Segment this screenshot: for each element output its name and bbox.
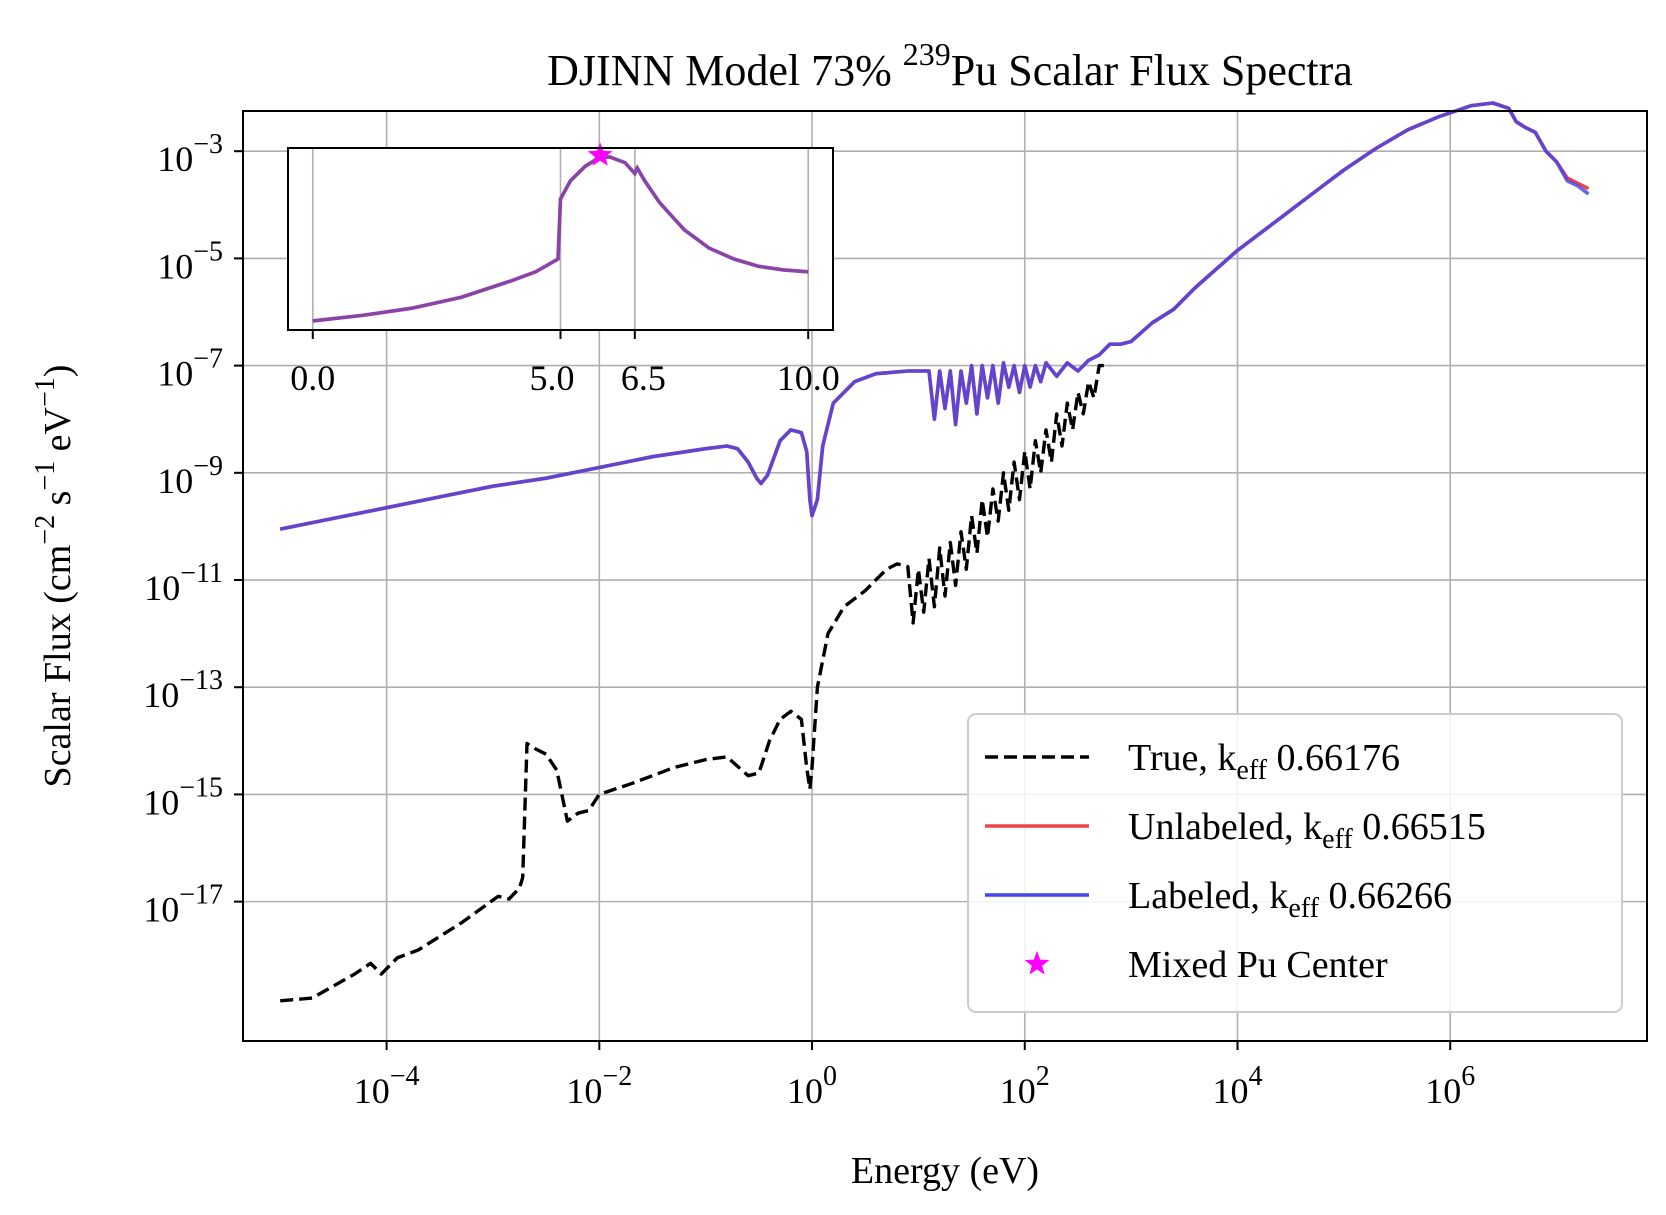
legend-label: True, keff 0.66176: [1128, 737, 1400, 786]
inset-plot: 0.0 5.0 6.5 10.0: [287, 142, 840, 398]
inset-ticks: 0.0 5.0 6.5 10.0: [290, 330, 840, 398]
y-tick-label: 10−9: [157, 451, 223, 501]
legend: True, keff 0.66176 Unlabeled, keff 0.6651…: [967, 713, 1623, 1013]
chart-title: DJINN Model 73% 239Pu Scalar Flux Spectr…: [547, 36, 1353, 95]
x-tick-label: 102: [1000, 1061, 1050, 1111]
x-tick-label: 100: [787, 1061, 837, 1111]
mixed-pu-center-star: [587, 142, 613, 166]
legend-label: Labeled, keff 0.66266: [1128, 875, 1452, 924]
legend-box: [967, 713, 1623, 1013]
x-axis-label: Energy (eV): [851, 1150, 1039, 1192]
inset-tick-label: 6.5: [621, 358, 666, 398]
x-tick-label: 106: [1425, 1061, 1475, 1111]
y-tick-label: 10−17: [143, 880, 223, 930]
series-line-true: [280, 363, 1110, 1003]
inset-series-group: [312, 142, 809, 323]
y-tick-label: 10−7: [157, 344, 223, 394]
main-ticks: 10−4 10−2 100 102 104 106 10−3 10−5 10−7 10−9 10−1…: [143, 129, 1475, 1111]
inset-tick-label: 0.0: [290, 358, 335, 398]
main-series-group: [279, 101, 1590, 1003]
main-plot-frame: [242, 110, 1648, 1042]
y-tick-label: 10−11: [144, 558, 223, 608]
legend-marker-star: [1024, 951, 1050, 975]
x-tick-label: 10−4: [354, 1061, 420, 1111]
x-tick-label: 104: [1213, 1061, 1263, 1111]
legend-entries: True, keff 0.66176 Unlabeled, keff 0.6651…: [985, 737, 1486, 986]
series-line-labeled: [279, 101, 1590, 531]
legend-label: Mixed Pu Center: [1128, 944, 1388, 986]
y-axis-label: Scalar Flux (cm−2 s−1 eV−1): [30, 365, 79, 788]
inset-tick-label: 10.0: [777, 358, 840, 398]
inset-tick-label: 5.0: [530, 358, 575, 398]
legend-label: Unlabeled, keff 0.66515: [1128, 806, 1486, 855]
y-tick-label: 10−3: [157, 129, 223, 179]
inset-line-labeled: [312, 155, 809, 323]
y-tick-label: 10−15: [143, 772, 223, 822]
x-tick-label: 10−2: [566, 1061, 632, 1111]
y-tick-label: 10−5: [157, 236, 223, 286]
y-tick-label: 10−13: [143, 665, 223, 715]
